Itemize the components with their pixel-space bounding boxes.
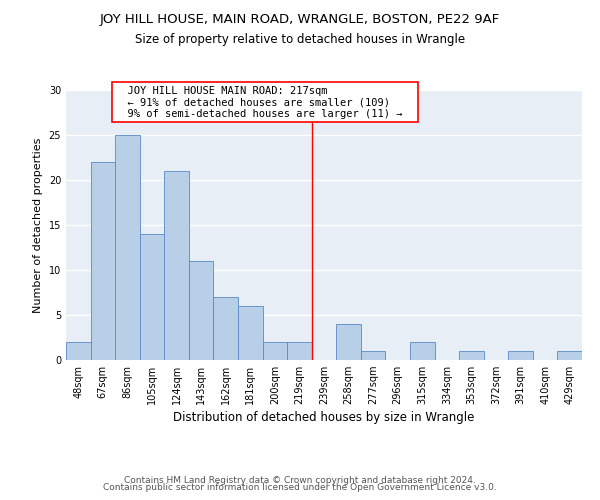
Bar xyxy=(164,171,189,360)
Text: JOY HILL HOUSE MAIN ROAD: 217sqm  
  ← 91% of detached houses are smaller (109) : JOY HILL HOUSE MAIN ROAD: 217sqm ← 91% o… xyxy=(115,86,415,118)
Y-axis label: Number of detached properties: Number of detached properties xyxy=(33,138,43,312)
Bar xyxy=(238,306,263,360)
Bar xyxy=(410,342,434,360)
Bar xyxy=(91,162,115,360)
Bar xyxy=(140,234,164,360)
Bar xyxy=(214,297,238,360)
Text: Contains public sector information licensed under the Open Government Licence v3: Contains public sector information licen… xyxy=(103,484,497,492)
Bar xyxy=(361,351,385,360)
Bar xyxy=(287,342,312,360)
Bar xyxy=(557,351,582,360)
Text: Size of property relative to detached houses in Wrangle: Size of property relative to detached ho… xyxy=(135,32,465,46)
Text: Contains HM Land Registry data © Crown copyright and database right 2024.: Contains HM Land Registry data © Crown c… xyxy=(124,476,476,485)
Bar xyxy=(115,135,140,360)
X-axis label: Distribution of detached houses by size in Wrangle: Distribution of detached houses by size … xyxy=(173,412,475,424)
Bar xyxy=(263,342,287,360)
Bar xyxy=(508,351,533,360)
Bar xyxy=(336,324,361,360)
Text: JOY HILL HOUSE, MAIN ROAD, WRANGLE, BOSTON, PE22 9AF: JOY HILL HOUSE, MAIN ROAD, WRANGLE, BOST… xyxy=(100,12,500,26)
Bar xyxy=(459,351,484,360)
Bar xyxy=(66,342,91,360)
Bar xyxy=(189,261,214,360)
